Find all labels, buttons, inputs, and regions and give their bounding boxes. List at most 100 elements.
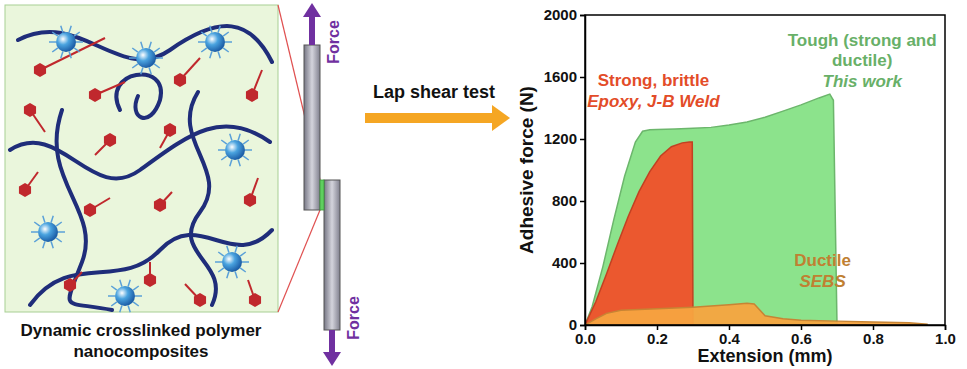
x-axis: 0.00.20.40.60.81.0 — [575, 325, 956, 347]
ligand — [111, 286, 117, 290]
force-arrow — [309, 15, 315, 45]
pendant-group — [154, 198, 166, 212]
x-tick: 0.2 — [647, 325, 668, 347]
ligand — [240, 268, 246, 272]
ligand — [230, 160, 232, 167]
pendant-group — [19, 183, 31, 197]
pendant-group — [249, 293, 261, 307]
ligand — [235, 246, 237, 253]
ligand — [141, 42, 143, 49]
ligand — [132, 48, 138, 52]
x-tick: 0.0 — [575, 325, 596, 347]
x-tick: 0.8 — [863, 325, 884, 347]
ligand — [61, 52, 63, 59]
area-series — [585, 303, 927, 325]
ligand — [245, 149, 252, 151]
x-tick: 1.0 — [935, 325, 956, 347]
y-tick: 2000 — [544, 6, 585, 23]
polymer-chain — [57, 110, 112, 310]
ligand — [223, 48, 229, 52]
ligand — [34, 238, 40, 242]
ligand — [223, 32, 229, 36]
y-axis-title: Adhesive force (N) — [516, 86, 537, 254]
x-tick-label: 1.0 — [935, 330, 956, 347]
nanoparticle — [38, 222, 58, 242]
adherend — [324, 180, 340, 330]
ligand — [227, 246, 229, 253]
ligand — [242, 261, 249, 263]
y-tick-label: 1600 — [544, 68, 577, 85]
ligand — [210, 52, 212, 59]
ligand — [154, 48, 160, 52]
plot-frame — [585, 15, 945, 325]
pendant-group — [34, 63, 46, 77]
x-tick-label: 0.0 — [575, 330, 596, 347]
pendant-group — [89, 88, 101, 102]
ligand — [221, 156, 227, 160]
force-label: Force — [325, 20, 342, 64]
ligand — [52, 48, 58, 52]
force-arrow-head — [303, 3, 321, 17]
area-series — [585, 142, 693, 325]
figure: Dynamic crosslinked polymernanocomposite… — [0, 0, 967, 369]
pendant-group — [144, 273, 156, 287]
ligand — [218, 252, 224, 256]
x-axis-title: Extension (mm) — [697, 346, 832, 366]
ligand — [120, 280, 122, 287]
ligand — [74, 32, 80, 36]
ligand — [58, 231, 65, 233]
polymer-chain — [190, 92, 216, 305]
y-tick: 1200 — [544, 130, 585, 147]
ligand — [201, 48, 207, 52]
ligand — [128, 306, 130, 313]
ligand — [218, 52, 220, 59]
force-label: Force — [345, 296, 362, 340]
ligand — [132, 64, 138, 68]
ligand — [51, 216, 53, 223]
pendant-group — [194, 293, 206, 307]
ligand — [56, 238, 62, 242]
ligand — [149, 42, 151, 49]
adherend — [304, 45, 320, 210]
pendant-group — [64, 278, 76, 292]
ligand — [133, 286, 139, 290]
x-tick-label: 0.4 — [719, 330, 741, 347]
test-arrow-head — [492, 105, 510, 131]
ligand — [128, 280, 130, 287]
ligand — [230, 134, 232, 141]
x-axis-line — [586, 326, 946, 331]
ligand — [111, 302, 117, 306]
adhesive-layer — [320, 180, 324, 210]
ligand — [218, 26, 220, 33]
ligand — [56, 222, 62, 226]
y-tick-label: 800 — [552, 192, 577, 209]
pendant-group — [24, 103, 36, 117]
plot-area — [585, 94, 927, 325]
test-label: Lap shear test — [373, 82, 495, 102]
y-tick-label: 0 — [569, 316, 577, 333]
ligand — [235, 272, 237, 279]
pendant-group — [244, 193, 256, 207]
ligand — [120, 306, 122, 313]
schematic — [5, 5, 278, 312]
nanoparticle — [136, 48, 156, 68]
ligand — [51, 242, 53, 249]
ligand — [135, 295, 142, 297]
ligand — [210, 26, 212, 33]
series-label: Tough (strong andductile) — [788, 31, 937, 70]
y-axis: 0400800120016002000 — [544, 6, 586, 333]
ligand — [201, 32, 207, 36]
ligand — [198, 41, 205, 43]
ligand — [154, 64, 160, 68]
y-tick: 800 — [552, 192, 585, 209]
series-sample: Epoxy, J-B Weld — [587, 92, 720, 111]
force-arrow — [329, 330, 335, 354]
ligand — [49, 41, 56, 43]
pendant-group — [104, 133, 116, 147]
pendant-group — [84, 203, 96, 217]
ligand — [221, 140, 227, 144]
nanoparticle — [56, 32, 76, 52]
series-label: Strong, brittle — [598, 71, 709, 90]
ligand — [34, 222, 40, 226]
nanoparticle — [115, 286, 135, 306]
